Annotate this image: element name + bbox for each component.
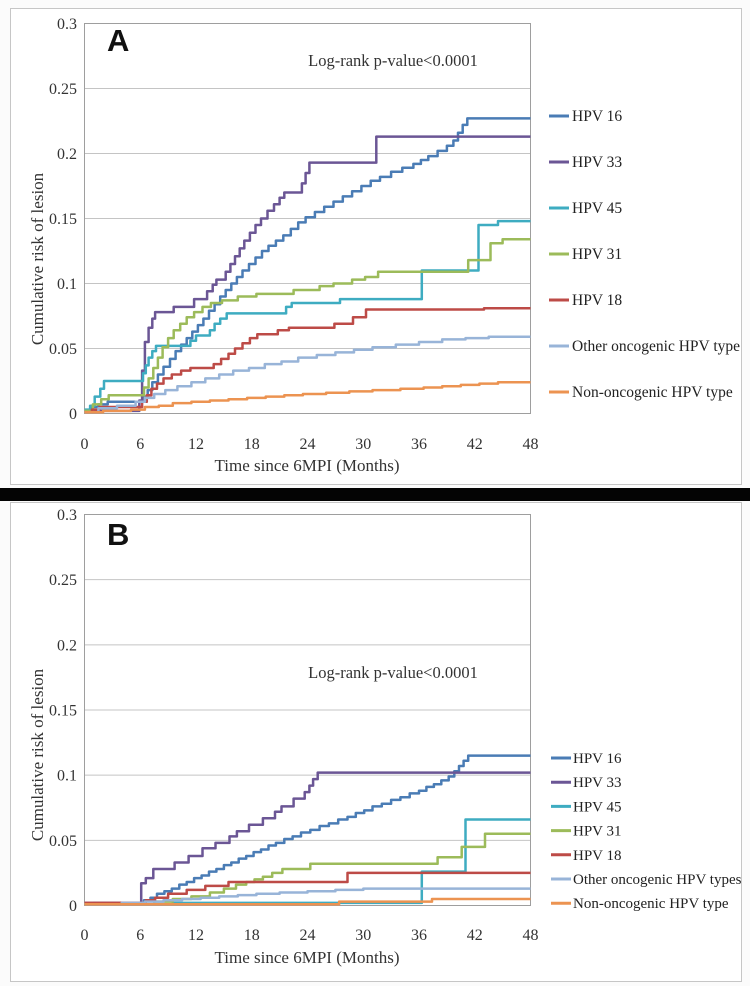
y-tick-label: 0.2: [57, 146, 77, 163]
panel-a-y-axis-title: Cumulative risk of lesion: [28, 172, 47, 346]
panel-b-y-axis-title: Cumulative risk of lesion: [28, 668, 47, 842]
legend-label: HPV 33: [572, 154, 622, 171]
series-hpv-16: [84, 117, 531, 413]
y-tick-label: 0.1: [57, 768, 77, 785]
x-tick-label: 36: [411, 927, 427, 944]
x-tick-label: 48: [523, 927, 539, 944]
series-hpv-33: [84, 135, 531, 413]
x-tick-label: 24: [300, 436, 316, 453]
series-other-oncogenic-hpv-type: [84, 335, 531, 414]
x-tick-label: 30: [355, 927, 371, 944]
y-tick-label: 0.25: [49, 81, 77, 98]
panel-b: 0 0.05 0.1 0.15 0.2 0.25 0.3 0 6 12 18 24 30 36 42 48 HP…: [10, 502, 742, 982]
series-other-oncogenic-hpv-types: [84, 887, 531, 906]
panel-a-x-axis-title: Time since 6MPI (Months): [214, 456, 400, 475]
series-hpv-31: [84, 238, 531, 413]
series-hpv-33: [84, 771, 531, 905]
x-tick-label: 24: [300, 927, 316, 944]
legend-label: Other oncogenic HPV type: [572, 338, 740, 355]
y-tick-label: 0: [69, 406, 77, 423]
chart-a-canvas: 0 0.05 0.1 0.15 0.2 0.25 0.3 0 6 12 18 24 30 36 42 48 HP…: [49, 16, 740, 453]
x-tick-label: 36: [411, 436, 427, 453]
series-hpv-18: [84, 871, 531, 905]
y-tick-label: 0.25: [49, 572, 77, 589]
series-hpv-18: [84, 306, 531, 414]
y-tick-label: 0.1: [57, 276, 77, 293]
legend-label: HPV 33: [573, 775, 622, 791]
legend-label: HPV 45: [572, 200, 622, 217]
y-tick-label: 0.3: [57, 16, 77, 33]
series-non-oncogenic-hpv-type: [84, 897, 531, 906]
x-tick-label: 30: [355, 436, 371, 453]
panel-a-label: A: [107, 23, 130, 58]
x-tick-label: 12: [188, 927, 204, 944]
legend-label: HPV 16: [573, 751, 622, 767]
x-tick-label: 42: [467, 436, 483, 453]
panel-b-pvalue-annotation: Log-rank p-value<0.0001: [308, 663, 478, 682]
chart-b-canvas: 0 0.05 0.1 0.15 0.2 0.25 0.3 0 6 12 18 24 30 36 42 48 HP…: [49, 507, 741, 944]
panel-b-label: B: [107, 517, 130, 552]
plot-border: [84, 23, 531, 414]
panel-a-pvalue-annotation: Log-rank p-value<0.0001: [308, 51, 478, 70]
y-tick-label: 0.2: [57, 637, 77, 654]
x-tick-label: 18: [244, 436, 260, 453]
legend-label: Other oncogenic HPV types: [573, 872, 741, 888]
x-tick-label: 42: [467, 927, 483, 944]
y-tick-label: 0.15: [49, 703, 77, 720]
y-tick-label: 0: [69, 898, 77, 915]
legend-label: Non-oncogenic HPV type: [572, 384, 733, 401]
y-tick-label: 0.3: [57, 507, 77, 524]
y-tick-label: 0.05: [49, 833, 77, 850]
series-hpv-16: [84, 754, 531, 906]
panel-b-x-axis-title: Time since 6MPI (Months): [214, 948, 400, 967]
legend-label: HPV 31: [572, 246, 622, 263]
panel-a: 0 0.05 0.1 0.15 0.2 0.25 0.3 0 6 12 18 24 30 36 42 48 HP…: [10, 8, 742, 485]
y-tick-label: 0.15: [49, 211, 77, 228]
panel-divider-bar: [0, 488, 750, 501]
legend-label: HPV 16: [572, 108, 622, 125]
x-tick-label: 6: [136, 927, 144, 944]
x-tick-label: 0: [81, 927, 89, 944]
x-tick-label: 48: [523, 436, 539, 453]
legend-label: HPV 45: [573, 799, 622, 815]
legend-label: HPV 18: [572, 292, 622, 309]
x-tick-label: 18: [244, 927, 260, 944]
x-tick-label: 6: [136, 436, 144, 453]
legend-label: HPV 18: [573, 848, 622, 864]
series-non-oncogenic-hpv-type: [84, 381, 531, 414]
y-tick-label: 0.05: [49, 341, 77, 358]
x-tick-label: 0: [81, 436, 89, 453]
plot-border: [84, 514, 531, 906]
x-tick-label: 12: [188, 436, 204, 453]
legend-label: Non-oncogenic HPV type: [573, 896, 729, 912]
series-hpv-45: [84, 219, 531, 411]
legend-label: HPV 31: [573, 824, 622, 840]
